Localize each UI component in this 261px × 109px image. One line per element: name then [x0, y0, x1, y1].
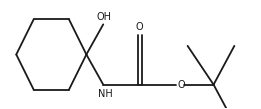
Text: NH: NH [98, 89, 113, 99]
Text: O: O [136, 22, 143, 32]
Text: O: O [177, 80, 185, 90]
Text: OH: OH [96, 12, 111, 22]
